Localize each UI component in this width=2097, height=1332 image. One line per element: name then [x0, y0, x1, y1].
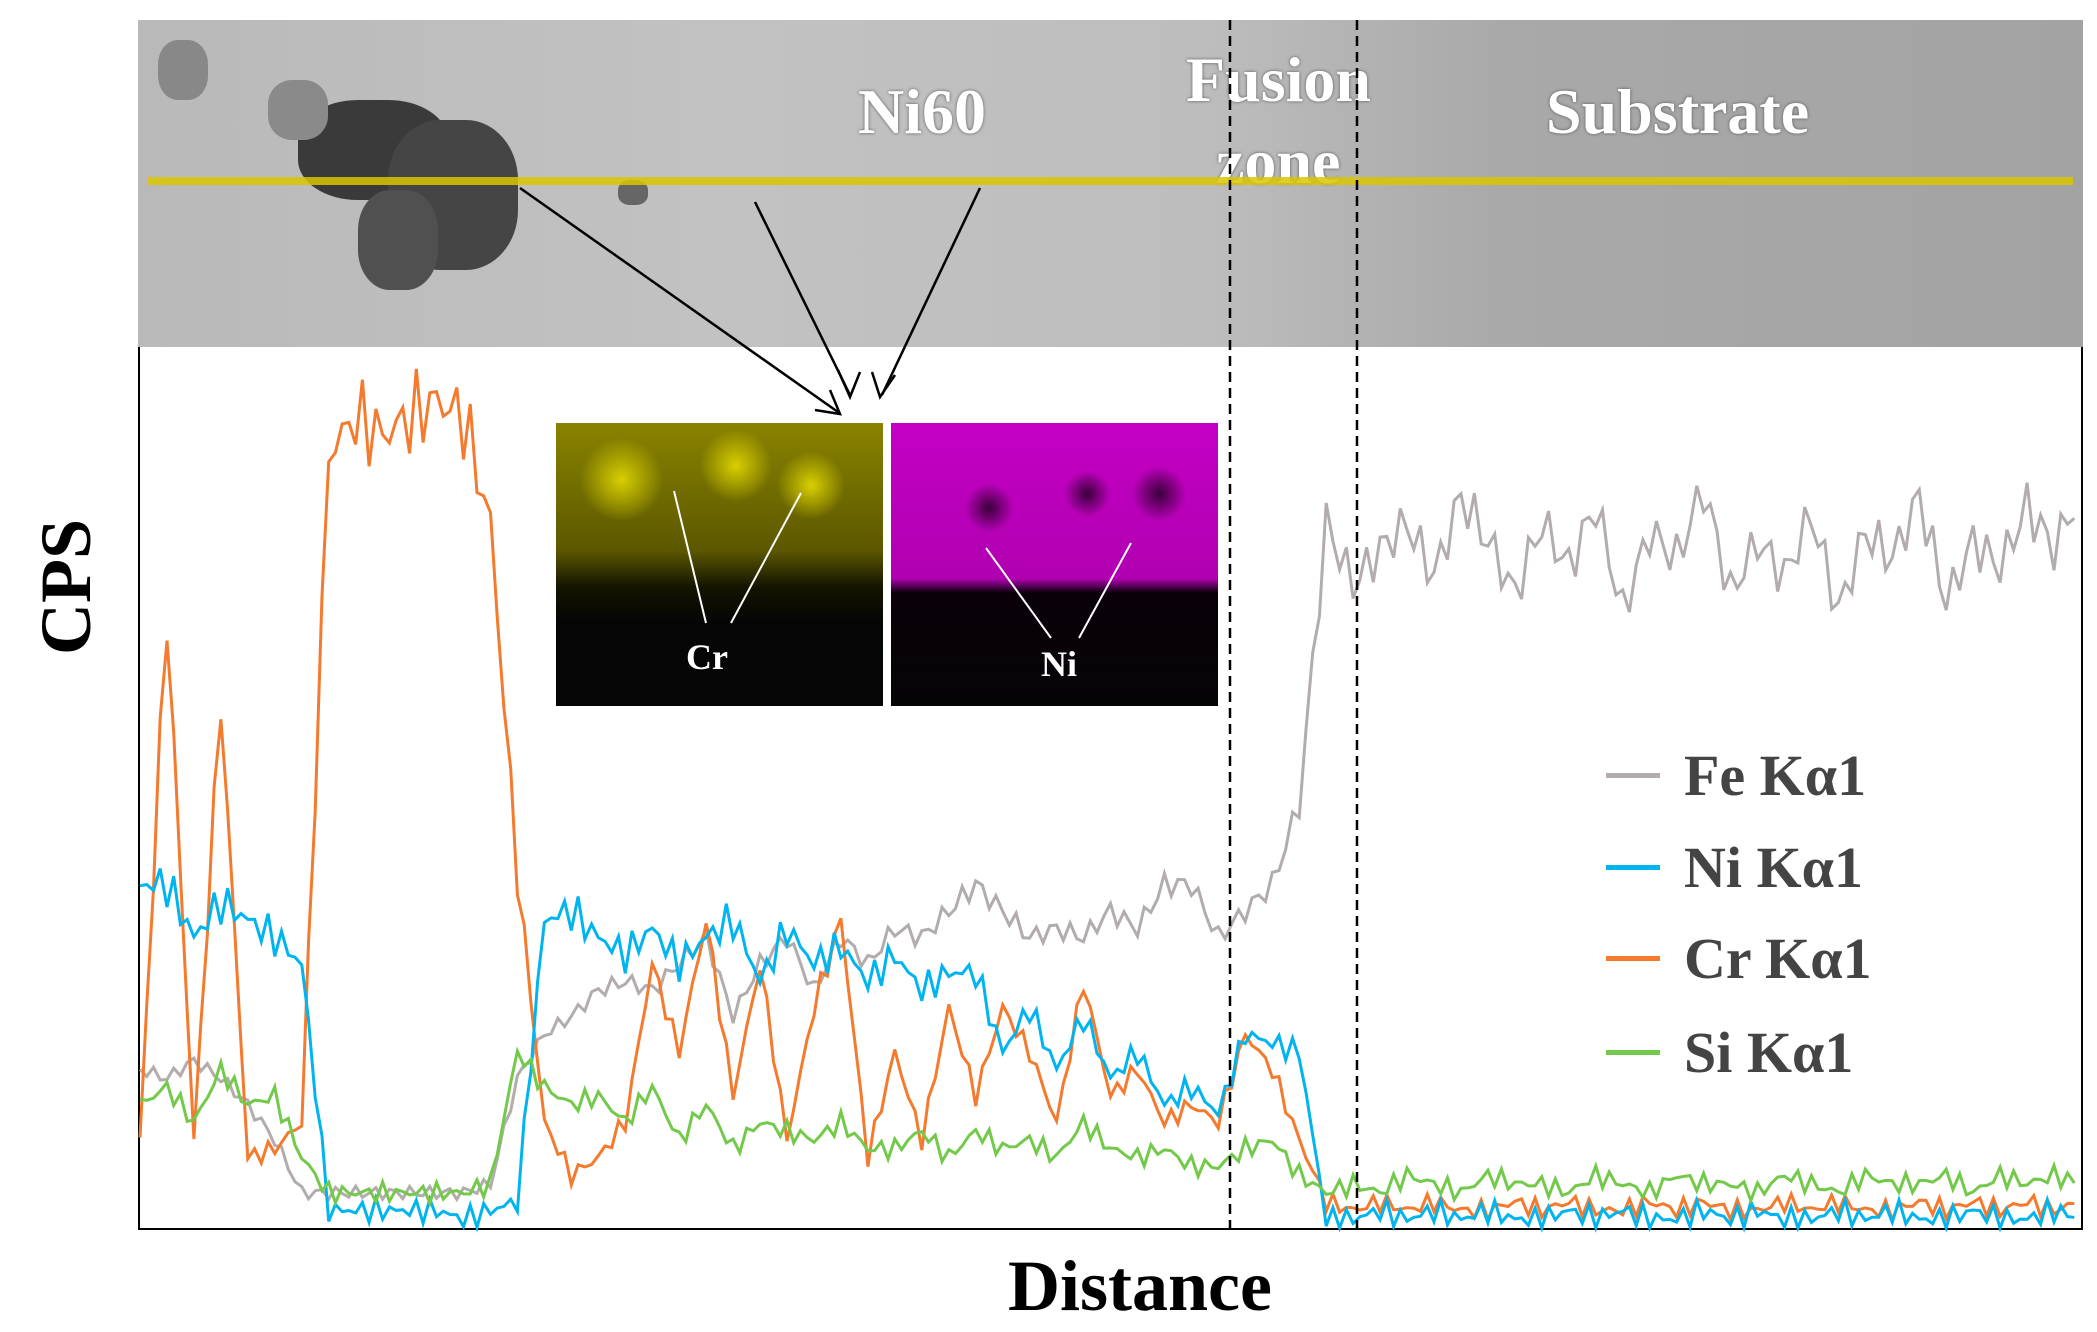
legend-label: Ni Kα1: [1684, 834, 1863, 900]
label-substrate: Substrate: [1546, 76, 1810, 147]
series-line-si: [139, 1046, 2076, 1208]
arrow: [519, 186, 839, 414]
legend-item-ni: Ni Kα1: [1606, 835, 1863, 900]
legend-swatch: [1606, 955, 1660, 961]
legend-swatch: [1606, 1049, 1660, 1055]
arrow: [753, 201, 852, 396]
arrow: [880, 187, 982, 396]
label-fusion: Fusion: [1186, 44, 1371, 115]
plot-area: [138, 347, 2083, 1230]
legend-item-si: Si Kα1: [1606, 1020, 1853, 1085]
arrowhead: [814, 389, 843, 416]
gray-phase-blob: [158, 40, 208, 100]
ni-element-map: Ni: [891, 423, 1218, 706]
legend-label: Fe Kα1: [1684, 742, 1867, 808]
callout-arrows: [519, 186, 982, 416]
legend-label: Si Kα1: [1684, 1019, 1854, 1085]
series-line-fe: [138, 482, 2076, 1203]
legend-swatch: [1606, 864, 1660, 870]
legend-label: Cr Kα1: [1684, 925, 1872, 991]
cr-map-label: Cr: [686, 637, 728, 677]
legend-item-fe: Fe Kα1: [1606, 743, 1866, 808]
ni-map-label: Ni: [1041, 644, 1077, 684]
series-line-cr: [138, 368, 2075, 1225]
y-axis-label: CPS: [26, 518, 106, 655]
series-line-ni: [139, 868, 2075, 1233]
cr-element-map: Cr: [556, 423, 883, 706]
gray-phase-blob: [268, 80, 328, 140]
arrowhead: [836, 369, 862, 401]
sem-micrograph: Ni60 Fusion zone Substrate: [138, 20, 2083, 347]
legend-swatch: [1606, 772, 1660, 778]
arrowhead: [870, 371, 897, 400]
legend-item-cr: Cr Kα1: [1606, 926, 1872, 991]
scan-line: [148, 177, 2073, 185]
dark-phase-blob: [358, 190, 438, 290]
x-axis-label: Distance: [1008, 1246, 1272, 1326]
label-ni60: Ni60: [858, 76, 986, 147]
